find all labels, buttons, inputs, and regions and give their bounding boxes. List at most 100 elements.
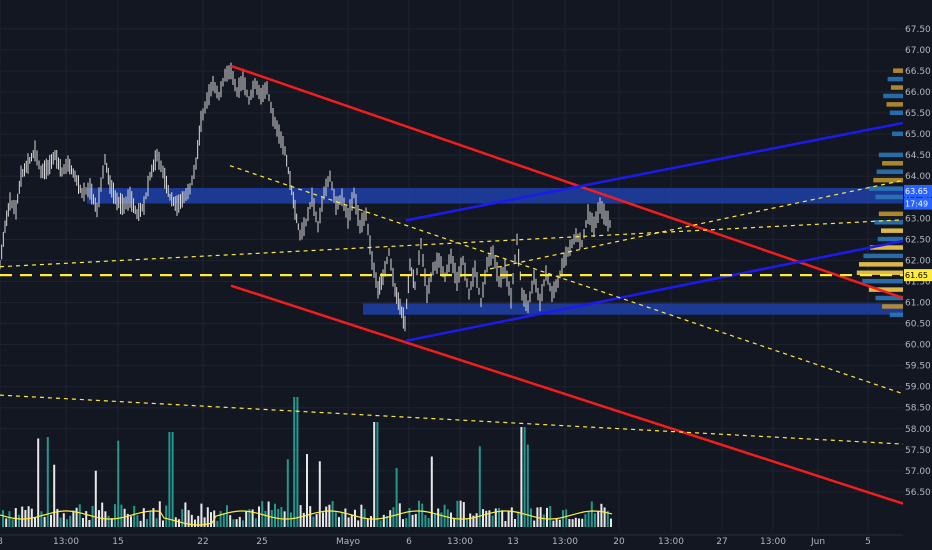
volume-bar xyxy=(462,501,465,527)
volume-bar xyxy=(53,464,56,527)
volume-bar xyxy=(178,519,180,527)
x-tick-label: 5 xyxy=(865,537,871,547)
volume-bar xyxy=(126,513,129,527)
x-tick-label: Mayo xyxy=(336,537,361,547)
volume-bar xyxy=(386,515,388,527)
volume-bar xyxy=(523,427,526,527)
x-tick-label: 20 xyxy=(613,537,625,547)
volume-bar xyxy=(434,513,436,527)
volume-bar xyxy=(197,515,200,527)
volume-bar xyxy=(587,510,590,527)
volume-bar xyxy=(315,514,318,527)
volume-bar xyxy=(520,427,523,527)
volume-bar xyxy=(354,509,356,527)
y-tick-label: 59.00 xyxy=(905,383,931,393)
volume-bar xyxy=(581,518,584,527)
price-tag-bg xyxy=(904,197,932,210)
volume-profile-bin xyxy=(887,76,903,82)
volume-bar xyxy=(2,510,4,527)
volume-bar xyxy=(507,510,510,527)
volume-bar xyxy=(446,509,449,527)
volume-bar xyxy=(578,518,580,527)
volume-bar xyxy=(542,514,545,527)
volume-bar xyxy=(171,432,174,527)
volume-bar xyxy=(88,519,91,527)
volume-bar xyxy=(494,508,497,527)
volume-bar xyxy=(514,519,516,527)
volume-bar xyxy=(133,505,136,527)
volume-bar xyxy=(498,508,500,527)
volume-bar xyxy=(5,518,8,527)
volume-bar xyxy=(395,467,398,527)
x-tick-label: 6 xyxy=(406,537,412,547)
volume-bar xyxy=(485,510,488,527)
volume-bar xyxy=(424,514,427,527)
volume-bar xyxy=(66,519,68,527)
trendlines xyxy=(0,64,904,505)
volume-bar xyxy=(62,513,65,527)
price-series xyxy=(0,62,611,332)
volume-bar xyxy=(482,509,484,527)
volume-profile-bin xyxy=(863,253,903,259)
volume-bar xyxy=(258,506,260,527)
volume-bar xyxy=(142,508,145,527)
volume-bar xyxy=(194,519,196,527)
volume-bar xyxy=(248,509,251,527)
volume-bar xyxy=(574,517,577,527)
volume-bar xyxy=(526,444,529,527)
x-tick-label: 27 xyxy=(716,537,727,547)
volume-bar xyxy=(421,503,424,527)
volume-bar xyxy=(398,503,401,527)
volume-bar xyxy=(210,512,212,527)
volume-bar xyxy=(136,515,139,527)
y-tick-label: 64.50 xyxy=(905,151,931,161)
volume-bar xyxy=(267,501,270,527)
volume-bar xyxy=(270,510,273,527)
y-tick-label: 62.00 xyxy=(905,256,931,266)
y-tick-label: 62.50 xyxy=(905,235,931,245)
yellow-dotted-rising xyxy=(489,179,904,270)
volume-bar xyxy=(414,513,417,527)
volume-bar xyxy=(379,520,382,527)
volume-bar xyxy=(571,519,574,527)
volume-bar xyxy=(459,500,462,527)
volume-bar xyxy=(600,503,603,527)
volume-bar xyxy=(565,509,568,527)
volume-bar xyxy=(555,518,558,527)
volume-bar xyxy=(328,504,331,527)
yellow-dotted-falling xyxy=(229,165,904,395)
volume-profile-bin xyxy=(876,169,903,174)
volume-bar xyxy=(155,518,158,527)
volume-bar xyxy=(78,504,81,527)
volume-profile-bin xyxy=(890,85,903,90)
volume-bar xyxy=(69,515,72,527)
volume-bar xyxy=(101,502,104,527)
volume-bar xyxy=(344,508,347,527)
volume-bar xyxy=(478,446,481,527)
volume-bar xyxy=(309,506,312,527)
volume-bar xyxy=(430,456,433,527)
volume-bar xyxy=(238,516,241,527)
y-tick-label: 58.00 xyxy=(905,425,931,435)
volume-profile-bin xyxy=(889,312,903,318)
price-tag-label: 17:49 xyxy=(905,200,928,209)
volume-bar xyxy=(552,520,555,527)
volume-profile-bin xyxy=(881,228,903,233)
volume-bar xyxy=(469,513,472,527)
y-tick-label: 66.50 xyxy=(905,67,931,77)
volume-bar xyxy=(187,510,190,527)
volume-bar xyxy=(206,507,209,527)
level-tag-bg xyxy=(904,269,932,282)
volume-profile-bin xyxy=(875,194,903,200)
volume-profile-bin xyxy=(868,186,903,191)
y-tick-label: 58.50 xyxy=(905,404,931,414)
volume-bar xyxy=(50,514,52,527)
volume-bar xyxy=(290,512,292,527)
x-tick-label: 13:00 xyxy=(658,537,684,547)
yellow-dotted-long xyxy=(0,219,904,268)
volume-bar xyxy=(427,518,430,527)
volume-bar xyxy=(235,519,238,527)
volume-bar xyxy=(306,454,308,527)
volume-bar xyxy=(450,512,452,527)
